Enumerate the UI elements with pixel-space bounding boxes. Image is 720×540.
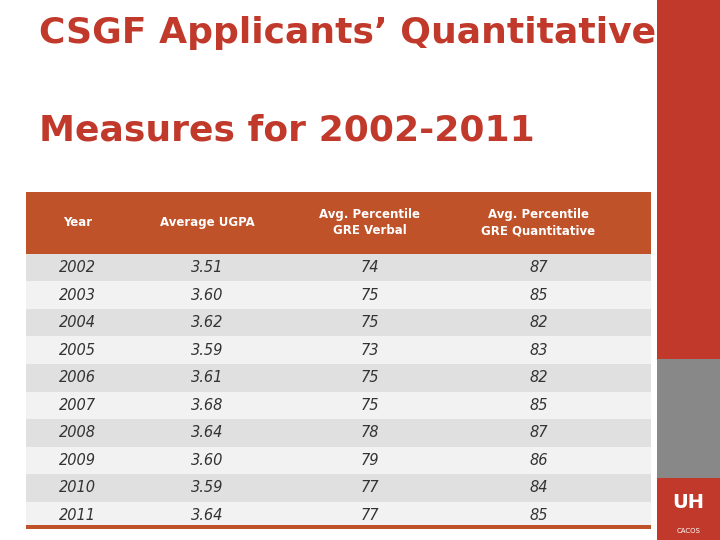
Text: Avg. Percentile
GRE Quantitative: Avg. Percentile GRE Quantitative	[481, 208, 595, 237]
Text: 3.60: 3.60	[192, 453, 224, 468]
Text: 3.68: 3.68	[192, 398, 224, 413]
Bar	[27, 419, 651, 447]
Text: 2004: 2004	[59, 315, 96, 330]
Bar	[27, 336, 651, 364]
Text: Average UGPA: Average UGPA	[160, 216, 255, 229]
Text: 82: 82	[529, 370, 548, 385]
Text: Avg. Percentile
GRE Verbal: Avg. Percentile GRE Verbal	[319, 208, 420, 237]
Text: 3.51: 3.51	[192, 260, 224, 275]
Text: 75: 75	[361, 398, 379, 413]
Bar	[27, 525, 651, 529]
Bar	[27, 474, 651, 502]
Text: 85: 85	[529, 508, 548, 523]
Text: 85: 85	[529, 288, 548, 302]
Text: 83: 83	[529, 343, 548, 357]
Bar	[27, 392, 651, 419]
Text: 3.59: 3.59	[192, 343, 224, 357]
Text: 84: 84	[529, 481, 548, 495]
Text: 77: 77	[361, 508, 379, 523]
Text: 3.64: 3.64	[192, 508, 224, 523]
Bar	[27, 254, 651, 281]
Text: 2006: 2006	[59, 370, 96, 385]
Text: 2011: 2011	[59, 508, 96, 523]
Bar	[27, 192, 651, 195]
Text: 2002: 2002	[59, 260, 96, 275]
Text: 77: 77	[361, 481, 379, 495]
Text: Year: Year	[63, 216, 92, 229]
Text: 3.59: 3.59	[192, 481, 224, 495]
Text: 79: 79	[361, 453, 379, 468]
Text: 2009: 2009	[59, 453, 96, 468]
Text: CACOS: CACOS	[677, 528, 701, 534]
Text: 3.61: 3.61	[192, 370, 224, 385]
Text: 82: 82	[529, 315, 548, 330]
Bar	[27, 281, 651, 309]
Text: 2008: 2008	[59, 426, 96, 440]
Text: 75: 75	[361, 370, 379, 385]
Text: 85: 85	[529, 398, 548, 413]
Text: 73: 73	[361, 343, 379, 357]
Text: 87: 87	[529, 260, 548, 275]
Text: 2010: 2010	[59, 481, 96, 495]
Text: 2007: 2007	[59, 398, 96, 413]
Text: UH: UH	[672, 493, 705, 512]
Text: CSGF Applicants’ Quantitative: CSGF Applicants’ Quantitative	[40, 16, 657, 50]
Text: 86: 86	[529, 453, 548, 468]
Text: Measures for 2002-2011: Measures for 2002-2011	[40, 113, 535, 147]
Bar	[27, 309, 651, 336]
Text: 2003: 2003	[59, 288, 96, 302]
Bar	[27, 192, 651, 254]
Bar	[27, 502, 651, 529]
Text: 75: 75	[361, 315, 379, 330]
Bar	[27, 447, 651, 474]
Text: 74: 74	[361, 260, 379, 275]
Text: 87: 87	[529, 426, 548, 440]
Text: 3.62: 3.62	[192, 315, 224, 330]
Bar	[27, 364, 651, 392]
Text: 3.64: 3.64	[192, 426, 224, 440]
Text: 3.60: 3.60	[192, 288, 224, 302]
Text: 75: 75	[361, 288, 379, 302]
Text: 78: 78	[361, 426, 379, 440]
Text: 2005: 2005	[59, 343, 96, 357]
